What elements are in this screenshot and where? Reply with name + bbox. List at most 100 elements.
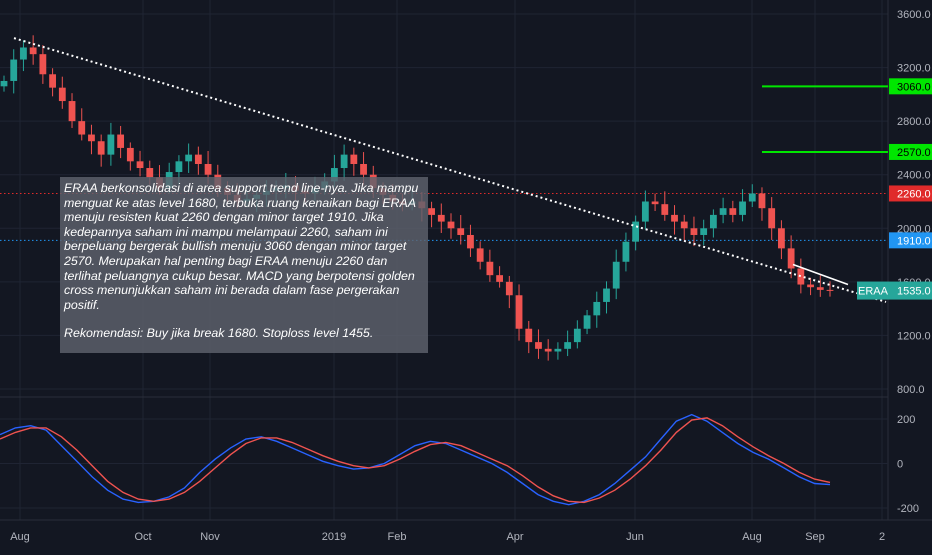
price-tick-label: 800.0 bbox=[897, 384, 925, 396]
candle-body bbox=[768, 208, 776, 229]
candle-body bbox=[797, 268, 805, 285]
candle-body bbox=[457, 228, 465, 235]
candle-body bbox=[476, 248, 484, 262]
candle-body bbox=[107, 134, 115, 155]
ticker-tag-label: ERAA bbox=[858, 286, 889, 298]
candle-body bbox=[117, 134, 125, 148]
time-tick-label: Nov bbox=[200, 531, 220, 543]
time-tick-label: 2019 bbox=[322, 531, 346, 543]
candle-body bbox=[515, 295, 523, 329]
candle-body bbox=[330, 168, 338, 182]
candle-body bbox=[826, 289, 834, 291]
price-tick-label: 1200.0 bbox=[897, 330, 931, 342]
candle-body bbox=[622, 241, 630, 262]
candle-body bbox=[58, 87, 66, 102]
recommendation-text: Rekomendasi: Buy jika break 1680. Stoplo… bbox=[64, 326, 374, 341]
candle-body bbox=[360, 164, 367, 175]
last-price-tag-bg bbox=[889, 281, 932, 300]
level-tag-bg bbox=[889, 185, 932, 202]
candle-body bbox=[136, 161, 144, 169]
candle-body bbox=[739, 201, 746, 215]
time-tick-label: Feb bbox=[388, 531, 407, 543]
trendlines bbox=[13, 37, 887, 303]
analysis-note[interactable]: ERAA berkonsolidasi di area support tren… bbox=[60, 177, 428, 353]
candle-body bbox=[447, 221, 455, 229]
candle-body bbox=[700, 228, 708, 235]
level-tag-label: 2260.0 bbox=[897, 188, 931, 200]
price-tick-label: 2400.0 bbox=[897, 170, 931, 182]
candle-body bbox=[428, 208, 435, 215]
level-tag-bg bbox=[889, 232, 932, 249]
macd-tick-label: 200 bbox=[897, 414, 915, 426]
candle-body bbox=[554, 348, 562, 352]
candle-body bbox=[612, 261, 620, 289]
candle-body bbox=[583, 315, 591, 329]
candle-body bbox=[758, 193, 766, 209]
candle-body bbox=[146, 168, 154, 178]
time-tick-label: 2 bbox=[879, 531, 885, 543]
candle-body bbox=[185, 154, 193, 162]
time-tick-label: Sep bbox=[805, 531, 825, 543]
price-tags: 3060.0 2570.0 2260.0 1910.0 ERAA 1535.0 bbox=[857, 78, 932, 300]
analysis-text: ERAA berkonsolidasi di area support tren… bbox=[64, 181, 419, 312]
candle-body bbox=[39, 54, 47, 75]
candle-body bbox=[690, 228, 698, 235]
short-trendline bbox=[792, 263, 849, 286]
candle-body bbox=[194, 154, 202, 164]
candle-body bbox=[78, 121, 86, 135]
candle-body bbox=[88, 134, 95, 142]
candle-body bbox=[603, 288, 610, 302]
axes: 3600.03200.02800.02400.02000.01600.01200… bbox=[10, 9, 930, 543]
candle-body bbox=[748, 193, 756, 202]
candle-body bbox=[651, 201, 659, 205]
candle-body bbox=[816, 287, 824, 290]
candle-body bbox=[525, 328, 533, 343]
candle-body bbox=[97, 141, 105, 155]
time-tick-label: Aug bbox=[742, 531, 762, 543]
price-tick-label: 3200.0 bbox=[897, 63, 931, 75]
candle-body bbox=[467, 234, 474, 249]
candle-body bbox=[573, 328, 581, 343]
candle-body bbox=[807, 284, 814, 288]
candle-body bbox=[564, 342, 572, 349]
candle-body bbox=[68, 101, 76, 122]
candle-body bbox=[350, 154, 358, 164]
last-price-tag-label: 1535.0 bbox=[897, 286, 931, 298]
candle-body bbox=[496, 275, 504, 282]
price-tick-label: 2000.0 bbox=[897, 223, 931, 235]
macd-tick-label: 0 bbox=[897, 459, 903, 471]
candle-body bbox=[29, 47, 37, 55]
macd-line bbox=[0, 413, 831, 506]
candle-body bbox=[340, 154, 348, 169]
candle-body bbox=[0, 80, 8, 87]
candle-body bbox=[10, 59, 18, 81]
level-tag-bg bbox=[889, 78, 932, 95]
macd-panel[interactable] bbox=[0, 413, 831, 506]
candle-body bbox=[204, 164, 212, 175]
macd-tick-label: -200 bbox=[897, 503, 919, 515]
level-tag-label: 2570.0 bbox=[897, 147, 931, 159]
candle-body bbox=[729, 208, 737, 215]
candle-body bbox=[593, 301, 601, 316]
candle-body bbox=[505, 281, 513, 296]
candle-body bbox=[661, 204, 669, 215]
time-tick-label: Apr bbox=[506, 531, 523, 543]
time-tick-label: Aug bbox=[10, 531, 30, 543]
candle-body bbox=[719, 208, 727, 215]
candle-body bbox=[535, 342, 542, 349]
descending-trendline bbox=[13, 37, 887, 303]
candle-body bbox=[437, 214, 445, 222]
level-tag-label: 1910.0 bbox=[897, 235, 931, 247]
price-tick-label: 2800.0 bbox=[897, 116, 931, 128]
candle-body bbox=[486, 261, 494, 276]
candle-body bbox=[175, 161, 183, 173]
signal-line bbox=[0, 417, 831, 504]
candle-body bbox=[49, 74, 56, 88]
level-tag-bg bbox=[889, 143, 932, 160]
candle-body bbox=[641, 201, 649, 222]
candle-body bbox=[671, 214, 678, 222]
candle-body bbox=[544, 348, 552, 352]
time-tick-label: Oct bbox=[134, 531, 151, 543]
candle-body bbox=[126, 147, 134, 162]
